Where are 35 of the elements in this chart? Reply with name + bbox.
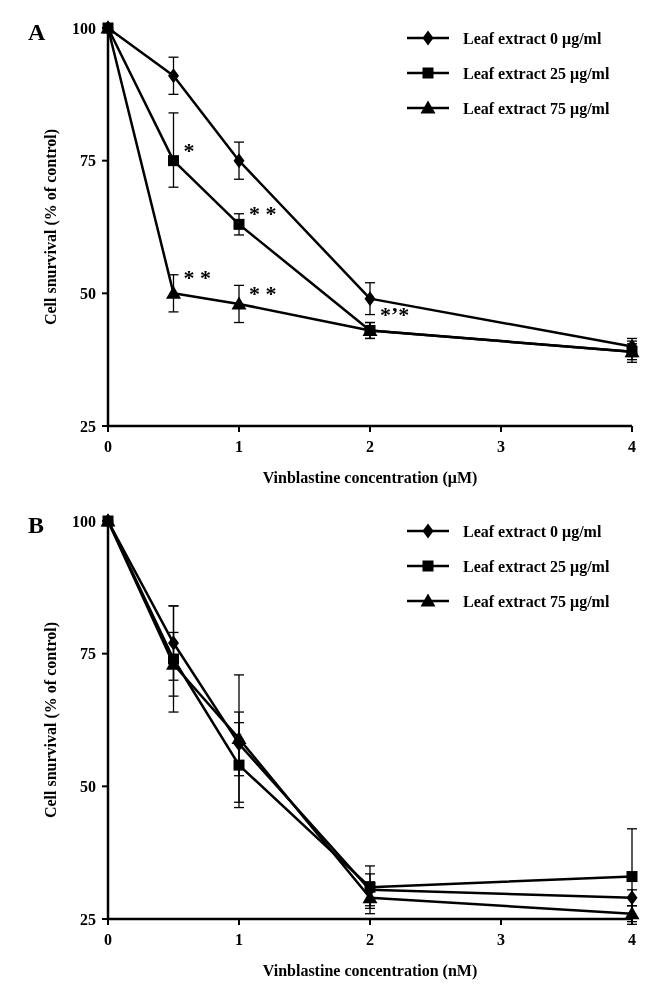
y-tick-label: 75 bbox=[80, 152, 96, 170]
annotation: *’* bbox=[380, 302, 410, 328]
x-axis-title: Vinblastine concentration (nM) bbox=[262, 962, 478, 980]
legend-label: Leaf extract 75 μg/ml bbox=[463, 592, 610, 611]
legend-label: Leaf extract 0 μg/ml bbox=[463, 522, 602, 541]
chart-title: B bbox=[28, 512, 45, 538]
chart-title: A bbox=[28, 19, 46, 45]
y-axis-title: Cell snurvival (% of control) bbox=[42, 128, 60, 326]
x-tick-label: 3 bbox=[497, 438, 505, 455]
y-axis-title: Cell snurvival (% of control) bbox=[42, 621, 60, 819]
y-tick-label: 100 bbox=[72, 19, 96, 37]
x-tick-label: 3 bbox=[497, 931, 505, 948]
annotation: * * bbox=[183, 265, 211, 291]
x-tick-label: 0 bbox=[104, 931, 112, 948]
y-tick-label: 25 bbox=[80, 910, 96, 928]
y-tick-label: 25 bbox=[80, 417, 96, 435]
x-tick-label: 4 bbox=[628, 931, 636, 948]
annotation: * bbox=[183, 137, 195, 163]
legend-label: Leaf extract 75 μg/ml bbox=[463, 99, 610, 118]
x-tick-label: 1 bbox=[235, 931, 243, 948]
legend-label: Leaf extract 25 μg/ml bbox=[463, 557, 610, 576]
y-tick-label: 75 bbox=[80, 645, 96, 663]
x-tick-label: 4 bbox=[628, 438, 636, 455]
legend-label: Leaf extract 25 μg/ml bbox=[463, 64, 610, 83]
annotation: * * bbox=[249, 201, 277, 227]
x-tick-label: 2 bbox=[366, 931, 374, 948]
x-tick-label: 1 bbox=[235, 438, 243, 455]
x-tick-label: 0 bbox=[104, 438, 112, 455]
x-tick-label: 2 bbox=[366, 438, 374, 455]
y-tick-label: 50 bbox=[80, 777, 96, 795]
annotation: * * bbox=[249, 281, 277, 307]
y-tick-label: 100 bbox=[72, 512, 96, 530]
x-axis-title: Vinblastine concentration (μM) bbox=[262, 469, 478, 487]
legend-label: Leaf extract 0 μg/ml bbox=[463, 29, 602, 48]
y-tick-label: 50 bbox=[80, 284, 96, 302]
